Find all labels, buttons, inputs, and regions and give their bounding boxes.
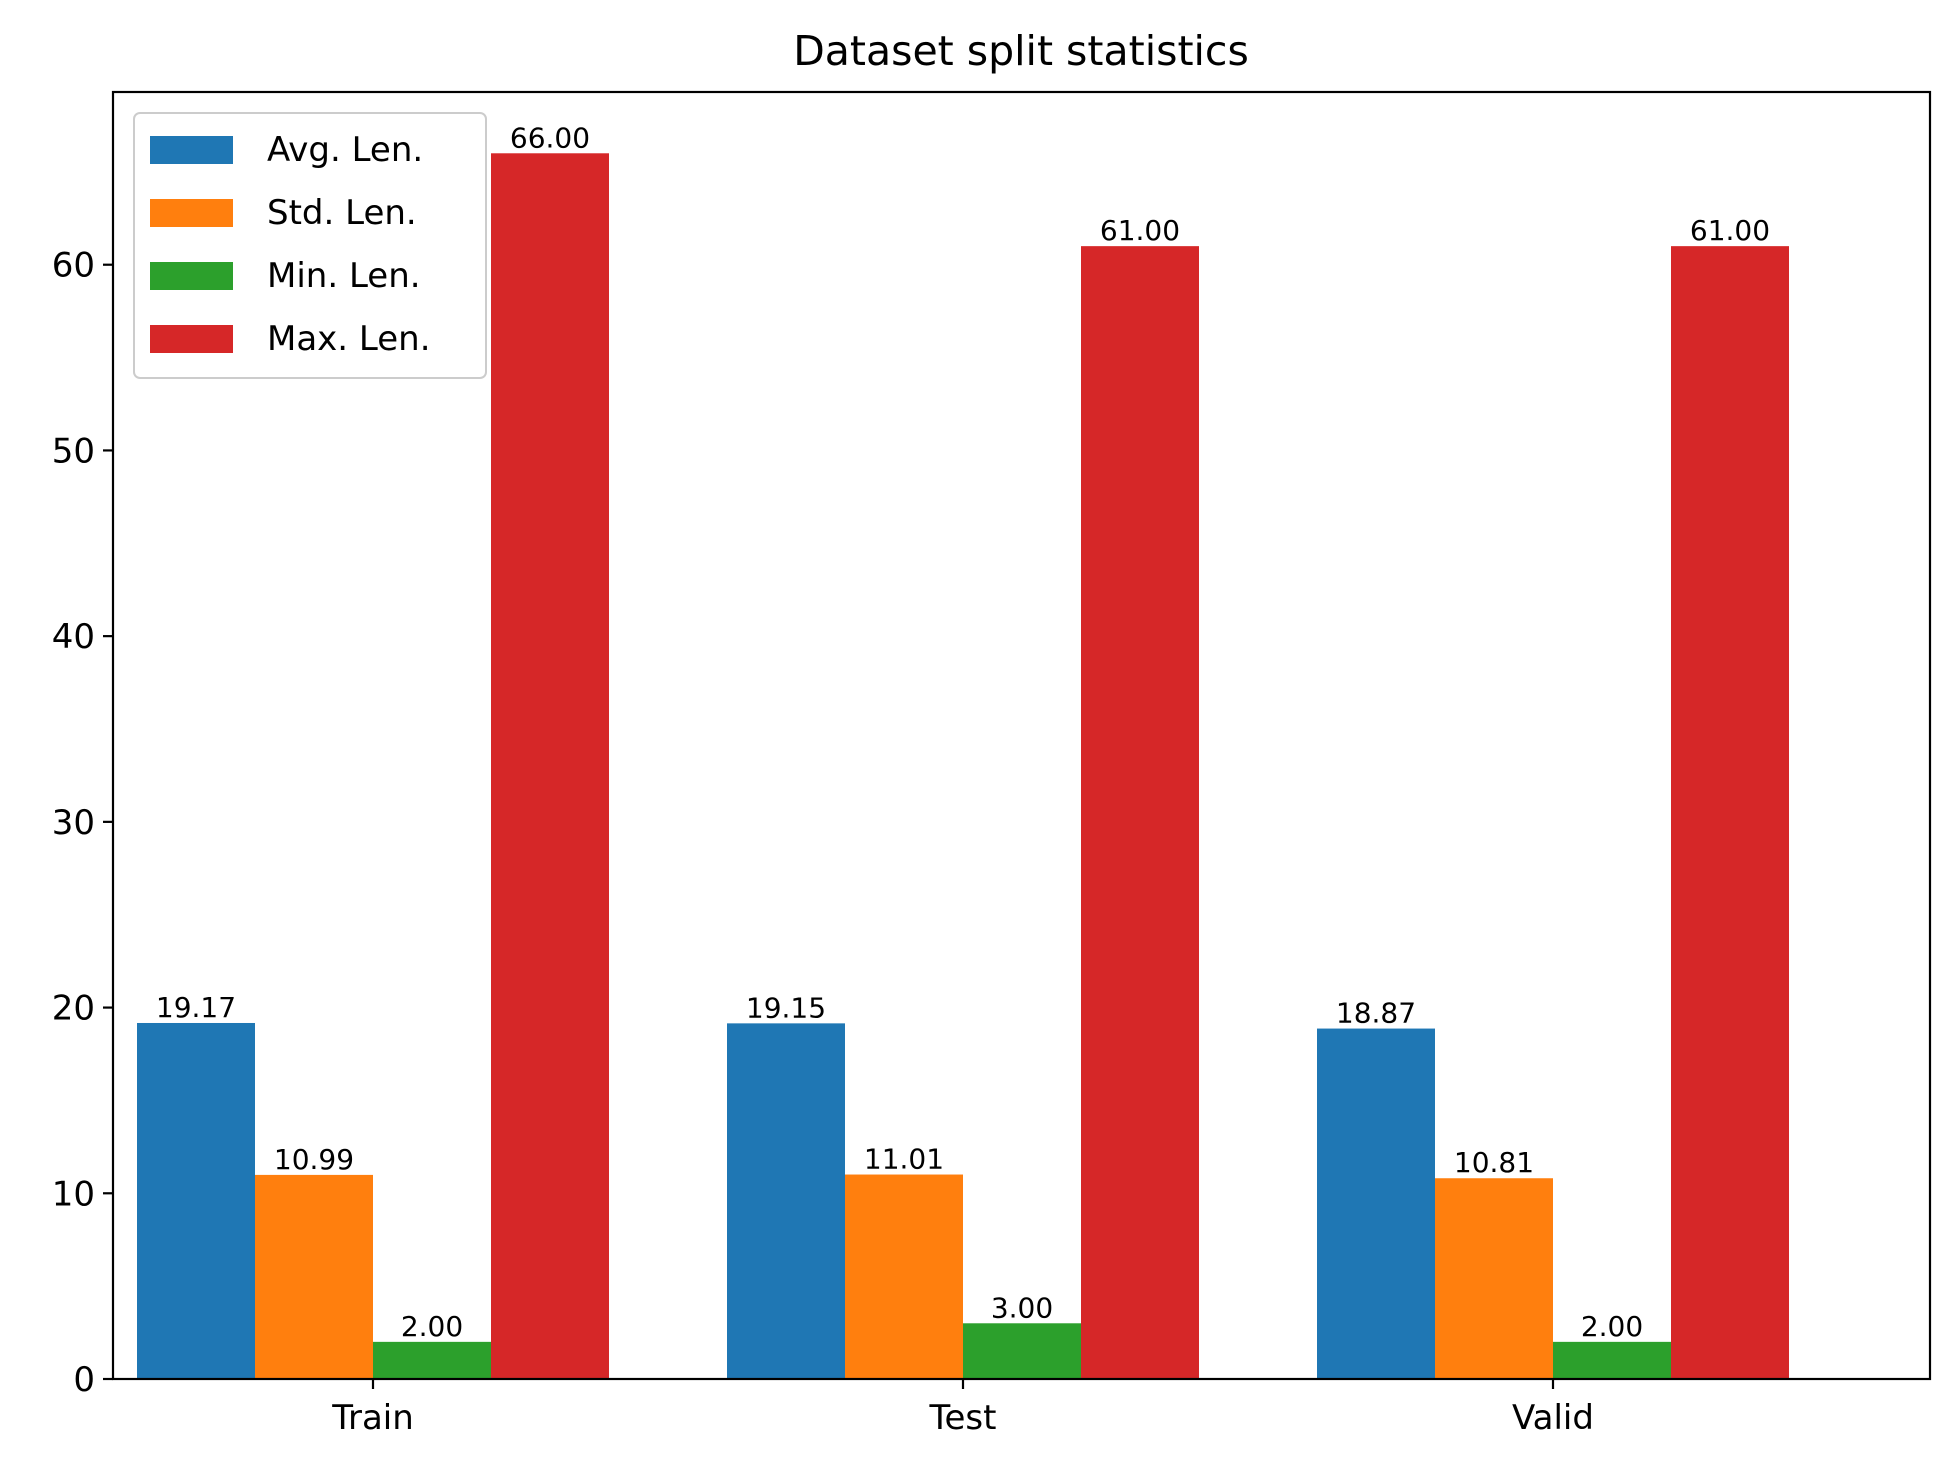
- bar-std-len-train: [255, 1174, 373, 1379]
- bar-avg-len-train: [137, 1022, 255, 1379]
- bar-value-label: 3.00: [991, 1291, 1053, 1324]
- bar-labels-group: 19.17 19.15 18.87 10.99 11.01 10.81 2.00 3.00 2.…: [156, 121, 1770, 1343]
- legend-swatch: [150, 199, 233, 227]
- legend-swatch: [150, 325, 233, 353]
- bar-value-label: 61.00: [1690, 214, 1770, 247]
- bar-value-label: 66.00: [510, 121, 590, 154]
- bar-max-len-train: [491, 153, 609, 1379]
- legend: Avg. Len. Std. Len. Min. Len. Max. Len.: [133, 112, 487, 379]
- legend-label: Std. Len.: [267, 193, 417, 233]
- y-tick-label: 60: [52, 246, 95, 286]
- bar-std-len-test: [845, 1174, 963, 1379]
- bars-group: [137, 153, 1789, 1380]
- y-tick-label: 20: [52, 989, 95, 1029]
- bar-value-label: 10.99: [274, 1143, 354, 1176]
- legend-swatch: [150, 262, 233, 290]
- legend-label: Min. Len.: [267, 256, 421, 296]
- bar-avg-len-test: [727, 1023, 845, 1379]
- x-tick-label: Test: [929, 1398, 997, 1438]
- bar-max-len-valid: [1671, 246, 1789, 1380]
- y-tick-label: 40: [52, 617, 95, 657]
- bar-value-label: 2.00: [1581, 1310, 1643, 1343]
- bar-value-label: 19.17: [156, 991, 236, 1024]
- y-axis: 0 10 20 30 40 50 60: [52, 246, 113, 1400]
- bar-max-len-test: [1081, 246, 1199, 1380]
- bar-min-len-test: [963, 1323, 1081, 1379]
- legend-swatch: [150, 136, 233, 164]
- bar-value-label: 61.00: [1100, 214, 1180, 247]
- legend-label: Avg. Len.: [267, 130, 423, 170]
- bar-value-label: 19.15: [746, 991, 826, 1024]
- bar-value-label: 2.00: [401, 1310, 463, 1343]
- bar-value-label: 18.87: [1336, 997, 1416, 1030]
- bar-min-len-valid: [1553, 1341, 1671, 1379]
- legend-label: Max. Len.: [267, 319, 431, 359]
- y-tick-label: 0: [73, 1360, 95, 1400]
- x-axis: Train Test Valid: [331, 1379, 1594, 1438]
- y-tick-label: 50: [52, 431, 95, 471]
- legend-box: [133, 112, 487, 379]
- bar-value-label: 11.01: [864, 1143, 944, 1176]
- y-tick-label: 10: [52, 1174, 95, 1214]
- bar-avg-len-valid: [1317, 1028, 1435, 1379]
- x-tick-label: Train: [331, 1398, 414, 1438]
- x-tick-label: Valid: [1512, 1398, 1594, 1438]
- bar-min-len-train: [373, 1341, 491, 1379]
- bar-value-label: 10.81: [1454, 1146, 1534, 1179]
- chart-title: Dataset split statistics: [793, 27, 1249, 75]
- bar-std-len-valid: [1435, 1178, 1553, 1379]
- y-tick-label: 30: [52, 803, 95, 843]
- plot-frame: [111, 90, 1932, 1381]
